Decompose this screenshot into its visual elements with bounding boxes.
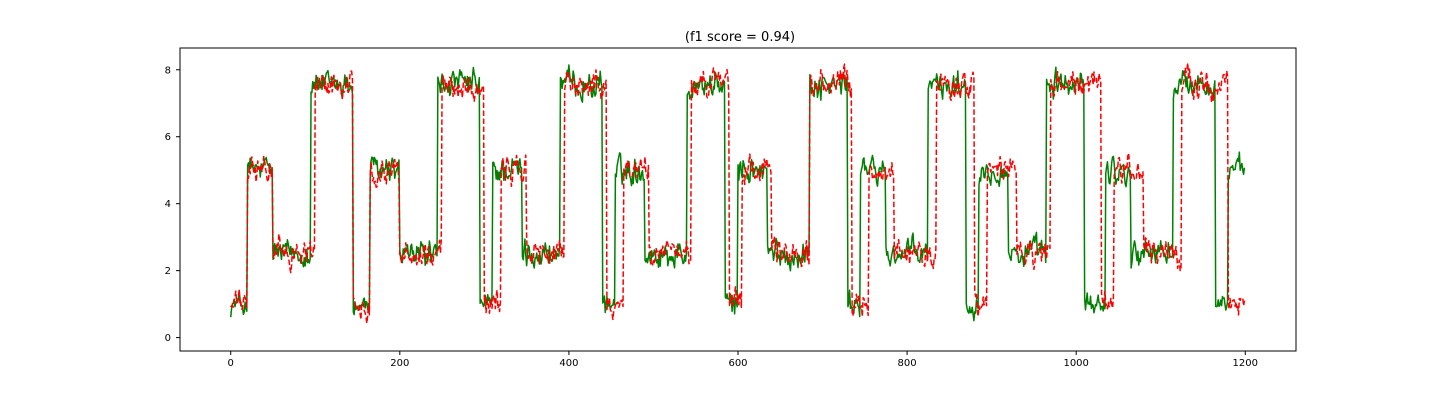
x-tick-label: 1200 [1233, 358, 1258, 369]
series-line-2 [230, 62, 1246, 325]
y-tick-label: 4 [165, 199, 171, 210]
x-tick-label: 400 [559, 358, 578, 369]
x-tick-label: 800 [898, 358, 917, 369]
chart-title: (f1 score = 0.94) [685, 30, 795, 45]
x-tick-label: 600 [728, 358, 747, 369]
plot-area [229, 62, 1246, 325]
y-tick-label: 8 [165, 65, 171, 76]
x-tick-label: 200 [390, 358, 409, 369]
y-tick-label: 0 [165, 333, 171, 344]
x-tick-label: 0 [228, 358, 234, 369]
y-tick-label: 2 [165, 266, 171, 277]
y-tick-label: 6 [165, 132, 171, 143]
x-tick-label: 1000 [1063, 358, 1088, 369]
axes: 0 200 400 600 800 1000 1200 0 2 4 6 8 [165, 47, 1297, 369]
